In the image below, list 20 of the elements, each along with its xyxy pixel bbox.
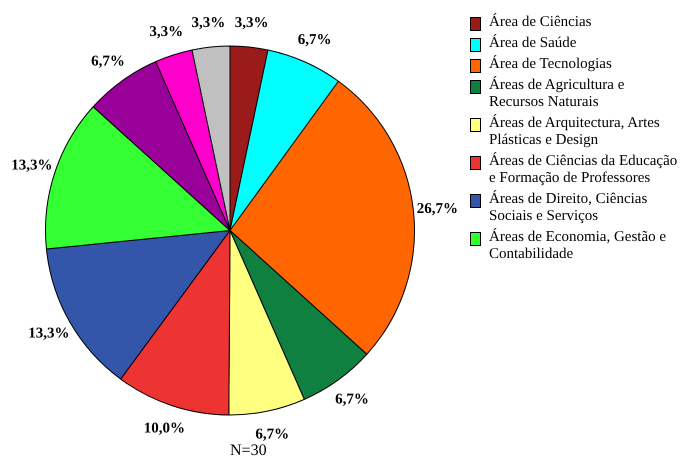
legend-label: Áreas de Agricultura e Recursos Naturais xyxy=(489,77,626,111)
data-label: 13,3% xyxy=(28,326,70,342)
text: N=30 xyxy=(230,442,267,460)
legend-label: Área de Ciências xyxy=(489,14,592,31)
legend-label: Áreas de Ciências da Educação e Formação de Professores xyxy=(489,153,678,187)
legend-label: Áreas de Economia, Gestão e Contabilidade xyxy=(489,229,668,263)
data-label: 13,3% xyxy=(11,157,53,174)
data-label: 6,7% xyxy=(91,53,125,70)
legend-label: Áreas de Arquitectura, Artes Plásticas e Design xyxy=(489,115,661,149)
data-label: 10,0% xyxy=(144,420,185,436)
legend-label: Área de Tecnologias xyxy=(489,56,612,73)
data-label: 3,3% xyxy=(149,24,184,40)
data-label: 26,7% xyxy=(416,200,458,217)
data-label: 6,7% xyxy=(298,32,332,48)
legend-label: Área de Saúde xyxy=(489,35,576,52)
legend-label: Áreas de Direito, Ciências Sociais e Serviços xyxy=(489,191,648,225)
data-label: 3,3% xyxy=(192,14,226,31)
data-label: 3,3% xyxy=(234,14,268,31)
data-label: 6,7% xyxy=(335,391,369,408)
data-label: 6,7% xyxy=(255,426,290,443)
